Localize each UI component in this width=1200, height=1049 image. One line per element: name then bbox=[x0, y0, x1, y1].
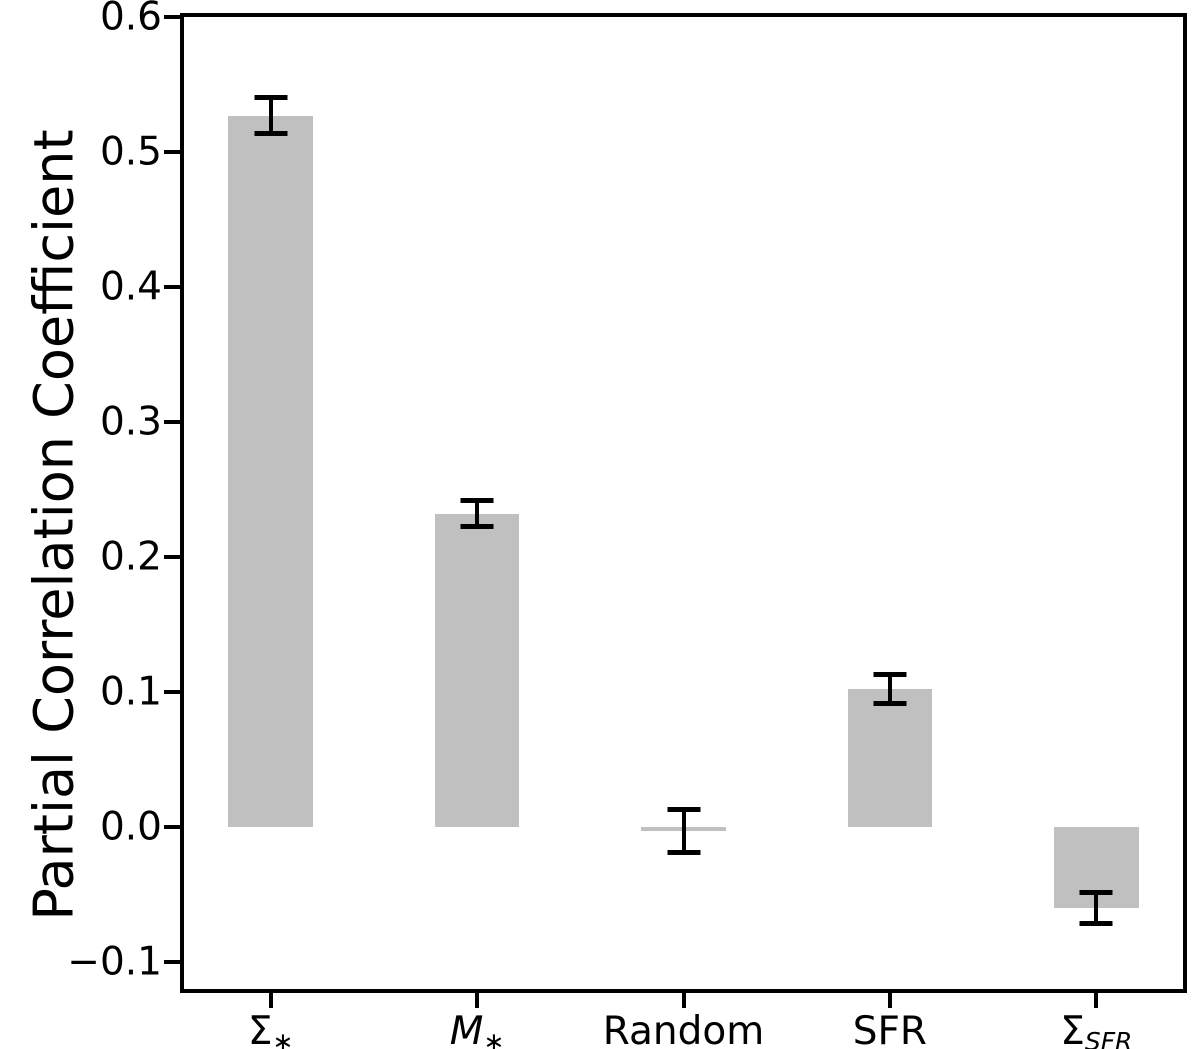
error-bar-m-star bbox=[475, 500, 480, 528]
error-bar-sfr bbox=[887, 674, 892, 705]
x-tick-label-random: Random bbox=[602, 1009, 765, 1049]
error-bar-cap-bottom bbox=[1079, 921, 1113, 927]
error-bar-random bbox=[681, 809, 686, 853]
x-tick-mark bbox=[681, 993, 686, 1008]
error-bar-cap-top bbox=[667, 807, 700, 813]
y-tick-label: −0.1 bbox=[67, 939, 162, 985]
x-tick-label-sigma-star: Σ∗ bbox=[247, 1009, 294, 1049]
error-bar-cap-bottom bbox=[667, 849, 700, 855]
y-tick-mark bbox=[164, 420, 180, 424]
y-tick-mark bbox=[164, 960, 180, 964]
error-bar-cap-top bbox=[873, 672, 907, 678]
error-bar-cap-bottom bbox=[873, 701, 907, 707]
y-tick-mark bbox=[164, 825, 180, 829]
y-tick-label: 0.2 bbox=[99, 534, 162, 580]
y-tick-label: 0.4 bbox=[99, 264, 162, 310]
bar-m-star bbox=[434, 513, 520, 827]
y-tick-mark bbox=[164, 150, 180, 154]
y-tick-label: 0.3 bbox=[99, 399, 162, 445]
y-axis-title-box: Partial Correlation Coefficient bbox=[23, 0, 86, 1049]
x-tick-label-subscript: SFR bbox=[1084, 1026, 1133, 1049]
error-bar-cap-top bbox=[1079, 889, 1113, 895]
x-tick-mark bbox=[475, 993, 480, 1008]
y-tick-mark bbox=[164, 690, 180, 694]
x-tick-label-main: Random bbox=[602, 1009, 765, 1049]
x-tick-label-m-star: M∗ bbox=[449, 1009, 505, 1049]
error-bar-cap-bottom bbox=[460, 524, 494, 530]
bar-sfr bbox=[847, 689, 933, 827]
x-tick-label-sigma-sfr: ΣSFR bbox=[1060, 1009, 1133, 1049]
x-tick-label-main: Σ bbox=[247, 1009, 273, 1049]
x-tick-label-main: SFR bbox=[852, 1009, 928, 1049]
error-bar-cap-bottom bbox=[254, 131, 288, 137]
error-bar-cap-top bbox=[460, 498, 494, 504]
error-bar-cap-top bbox=[254, 94, 288, 100]
x-tick-label-main: Σ bbox=[1060, 1009, 1085, 1049]
y-tick-mark bbox=[164, 285, 180, 289]
error-bar-sigma-sfr bbox=[1094, 891, 1099, 925]
bar-sigma-star bbox=[228, 115, 313, 827]
y-tick-mark bbox=[164, 555, 180, 559]
y-tick-mark bbox=[164, 15, 180, 19]
x-tick-label-main: M bbox=[449, 1009, 484, 1049]
x-tick-label-subscript: ∗ bbox=[272, 1026, 294, 1049]
x-tick-label-subscript: ∗ bbox=[483, 1026, 505, 1049]
y-tick-label: 0.6 bbox=[99, 0, 162, 40]
x-tick-label-sfr: SFR bbox=[852, 1009, 928, 1049]
x-tick-mark bbox=[1094, 993, 1099, 1008]
x-tick-mark bbox=[887, 993, 892, 1008]
y-tick-label: 0.0 bbox=[99, 804, 162, 850]
plot-area: 0.6 0.5 0.4 0.3 0.2 0.1 0.0 −0.1 Σ∗ M∗ Random SFR ΣS… bbox=[67, 0, 1187, 1049]
y-tick-label: 0.1 bbox=[99, 669, 162, 715]
error-bar-sigma-star bbox=[268, 96, 273, 135]
y-axis-title: Partial Correlation Coefficient bbox=[23, 128, 86, 921]
y-tick-label: 0.5 bbox=[99, 129, 162, 175]
x-tick-mark bbox=[268, 993, 273, 1008]
